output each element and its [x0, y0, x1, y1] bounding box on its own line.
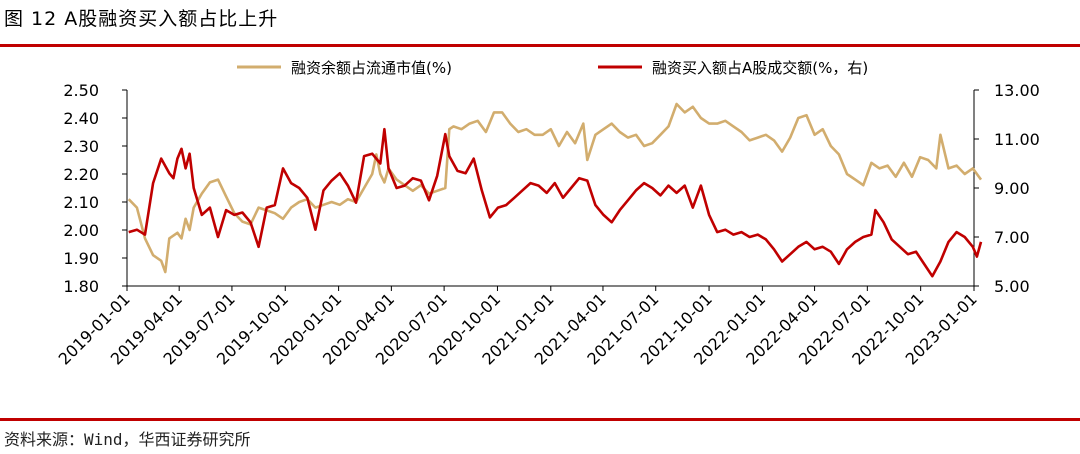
y-left-tick-label: 2.00 [63, 221, 99, 240]
series-line-margin-balance [127, 102, 983, 274]
y-left-tick-label: 1.80 [63, 277, 99, 296]
footer-divider [0, 418, 1080, 421]
y-axis-right: 5.00 7.00 9.00 11.00 13.00 [974, 81, 1040, 296]
figure-title: 图 12 A股融资买入额占比上升 [4, 8, 279, 30]
y-right-tick-label: 5.00 [994, 277, 1030, 296]
y-left-tick-label: 2.10 [63, 193, 99, 212]
series-lines [127, 102, 983, 278]
y-right-tick-label: 7.00 [994, 228, 1030, 247]
legend-label-right: 融资买入额占A股成交额(%，右) [652, 59, 868, 77]
source-note: 资料来源：Wind，华西证券研究所 [4, 430, 251, 449]
y-left-tick-label: 2.20 [63, 165, 99, 184]
y-left-tick-label: 1.90 [63, 249, 99, 268]
line-chart: 1.80 1.90 2.00 2.10 2.20 2.30 2.40 2.50 5.00 7.0… [55, 59, 1040, 369]
chart-legend: 融资余额占流通市值(%) 融资买入额占A股成交额(%，右) [237, 59, 868, 77]
series-line-margin-buy [128, 127, 983, 278]
y-left-tick-label: 2.40 [63, 109, 99, 128]
y-left-tick-label: 2.30 [63, 137, 99, 156]
y-axis-left: 1.80 1.90 2.00 2.10 2.20 2.30 2.40 2.50 [63, 81, 127, 296]
y-right-tick-label: 13.00 [994, 81, 1040, 100]
title-divider [0, 44, 1080, 47]
legend-label-left: 融资余额占流通市值(%) [291, 59, 452, 77]
y-right-tick-label: 9.00 [994, 179, 1030, 198]
y-right-tick-label: 11.00 [994, 130, 1040, 149]
x-axis-ticks: 2019-01-012019-04-012019-07-012019-10-01… [55, 286, 981, 369]
y-left-tick-label: 2.50 [63, 81, 99, 100]
